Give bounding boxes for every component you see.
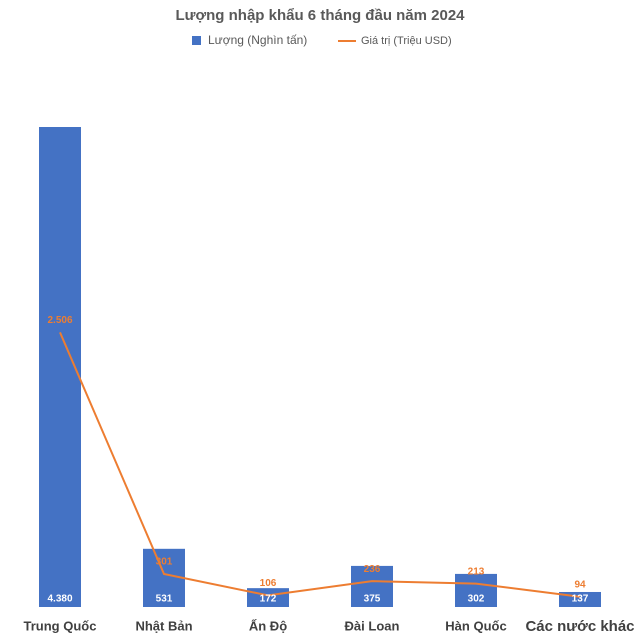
- line-value-label: 94: [574, 579, 586, 590]
- bar-value-label: 172: [260, 594, 277, 605]
- bar-value-label: 531: [156, 594, 173, 605]
- legend-label: Lượng (Nghìn tấn): [208, 33, 307, 47]
- x-tick-label: Hàn Quốc: [445, 618, 506, 633]
- line-value-label: 106: [260, 578, 277, 589]
- legend-label: Giá trị (Triệu USD): [361, 35, 452, 47]
- x-tick-label: Trung Quốc: [24, 618, 97, 633]
- line: [59, 331, 581, 598]
- line-value-label: 2.506: [47, 315, 72, 326]
- bar-value-label: 137: [572, 594, 589, 605]
- x-tick-label: Ấn Độ: [249, 618, 287, 633]
- line-value-label: 213: [468, 566, 485, 577]
- bar: [351, 565, 393, 607]
- chart-title: Lượng nhập khẩu 6 tháng đầu năm 2024: [175, 7, 465, 24]
- bar: [455, 573, 497, 607]
- line-value-label: 301: [156, 557, 173, 568]
- bar-value-label: 4.380: [47, 594, 72, 605]
- bar-value-label: 302: [468, 594, 485, 605]
- x-tick-label: Đài Loan: [345, 618, 400, 633]
- x-tick-label: Nhật Bản: [135, 618, 192, 633]
- bar-value-label: 375: [364, 594, 381, 605]
- legend-swatch: [192, 36, 201, 45]
- line-value-label: 236: [364, 564, 381, 575]
- x-tick-label: Các nước khác: [525, 618, 634, 635]
